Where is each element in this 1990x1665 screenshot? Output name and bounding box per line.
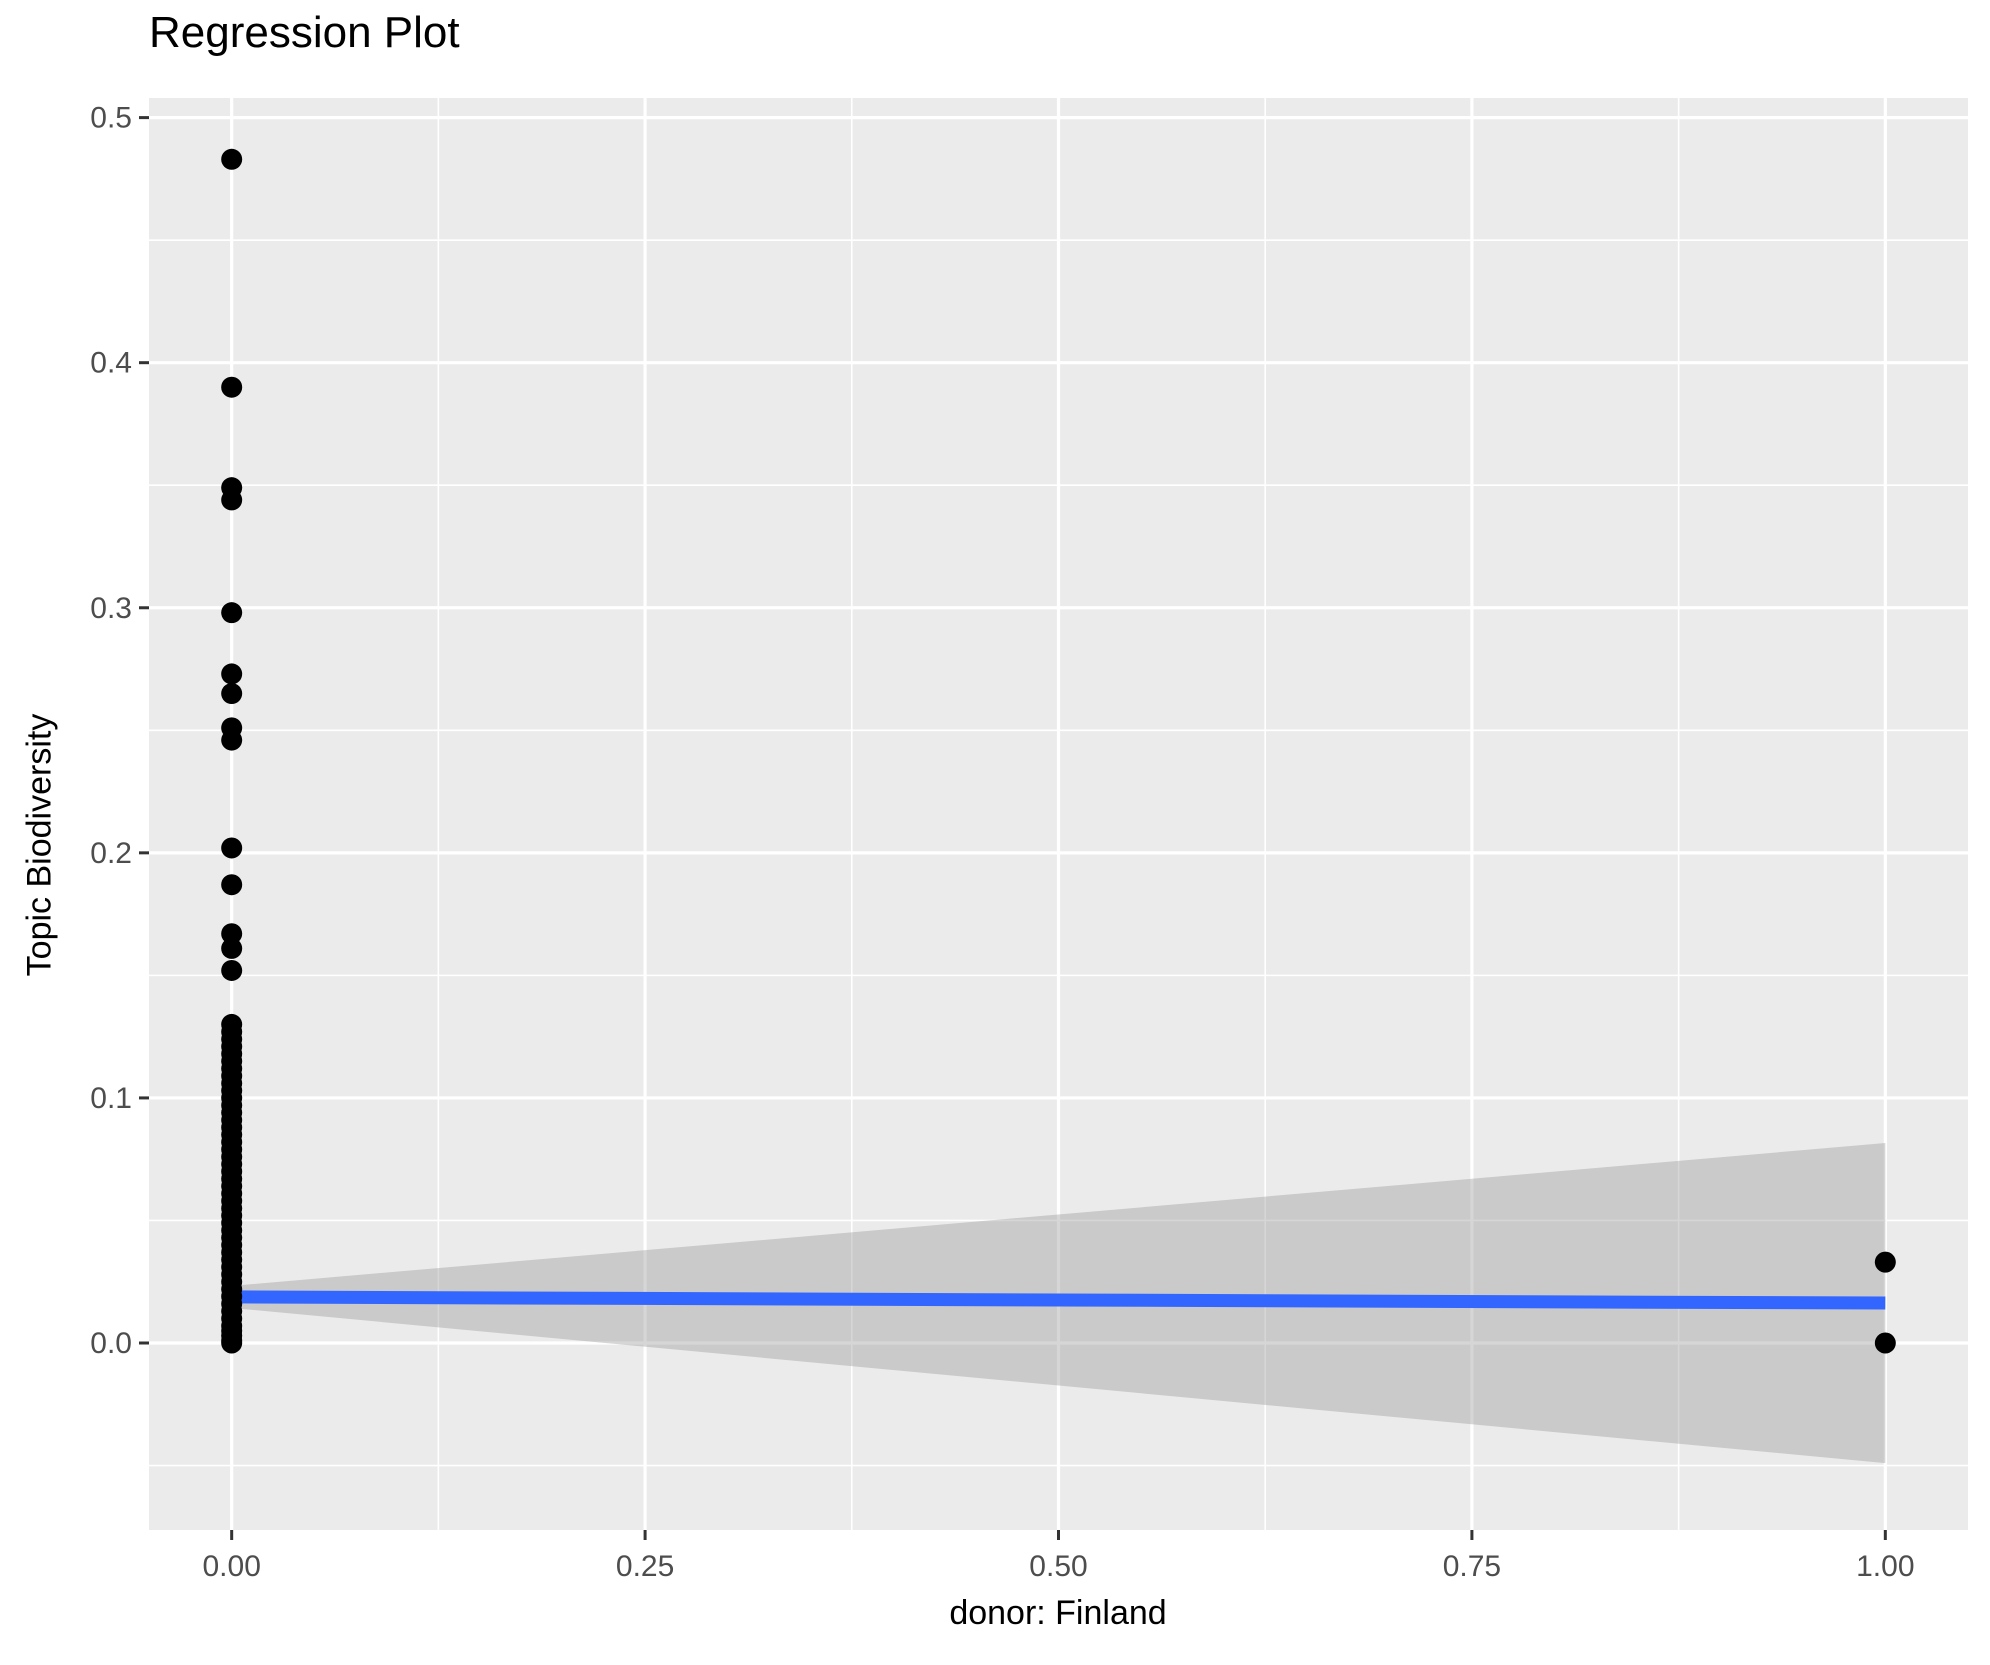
chart-title: Regression Plot [149, 8, 460, 57]
scatter-point [221, 923, 243, 945]
x-axis-tick-label: 0.25 [616, 1550, 674, 1583]
y-axis-tick-label: 0.1 [90, 1082, 132, 1115]
y-axis-tick-label: 0.5 [90, 102, 132, 135]
scatter-point [221, 1332, 243, 1354]
scatter-point [221, 376, 243, 398]
scatter-point [221, 663, 243, 685]
scatter-point [221, 148, 243, 170]
y-axis-tick-label: 0.3 [90, 592, 132, 625]
scatter-point [1874, 1251, 1896, 1273]
regression-line [231, 1290, 1886, 1310]
scatter-point [221, 729, 243, 751]
x-axis-tick-label: 0.50 [1029, 1550, 1087, 1583]
y-axis-tick-label: 0.2 [90, 837, 132, 870]
x-axis-tick-label: 1.00 [1856, 1550, 1914, 1583]
y-axis-tick-label: 0.4 [90, 347, 132, 380]
x-axis-title: donor: Finland [949, 1594, 1167, 1632]
scatter-point [221, 602, 243, 624]
x-axis-tick-label: 0.00 [202, 1550, 260, 1583]
scatter-point [221, 683, 243, 705]
scatter-point [221, 489, 243, 511]
scatter-point [221, 837, 243, 859]
x-axis-tick-label: 0.75 [1443, 1550, 1501, 1583]
scatter-point [1874, 1332, 1896, 1354]
scatter-point [221, 874, 243, 896]
y-axis-tick-label: 0.0 [90, 1327, 132, 1360]
scatter-point [221, 959, 243, 981]
scatter-point [221, 937, 243, 959]
